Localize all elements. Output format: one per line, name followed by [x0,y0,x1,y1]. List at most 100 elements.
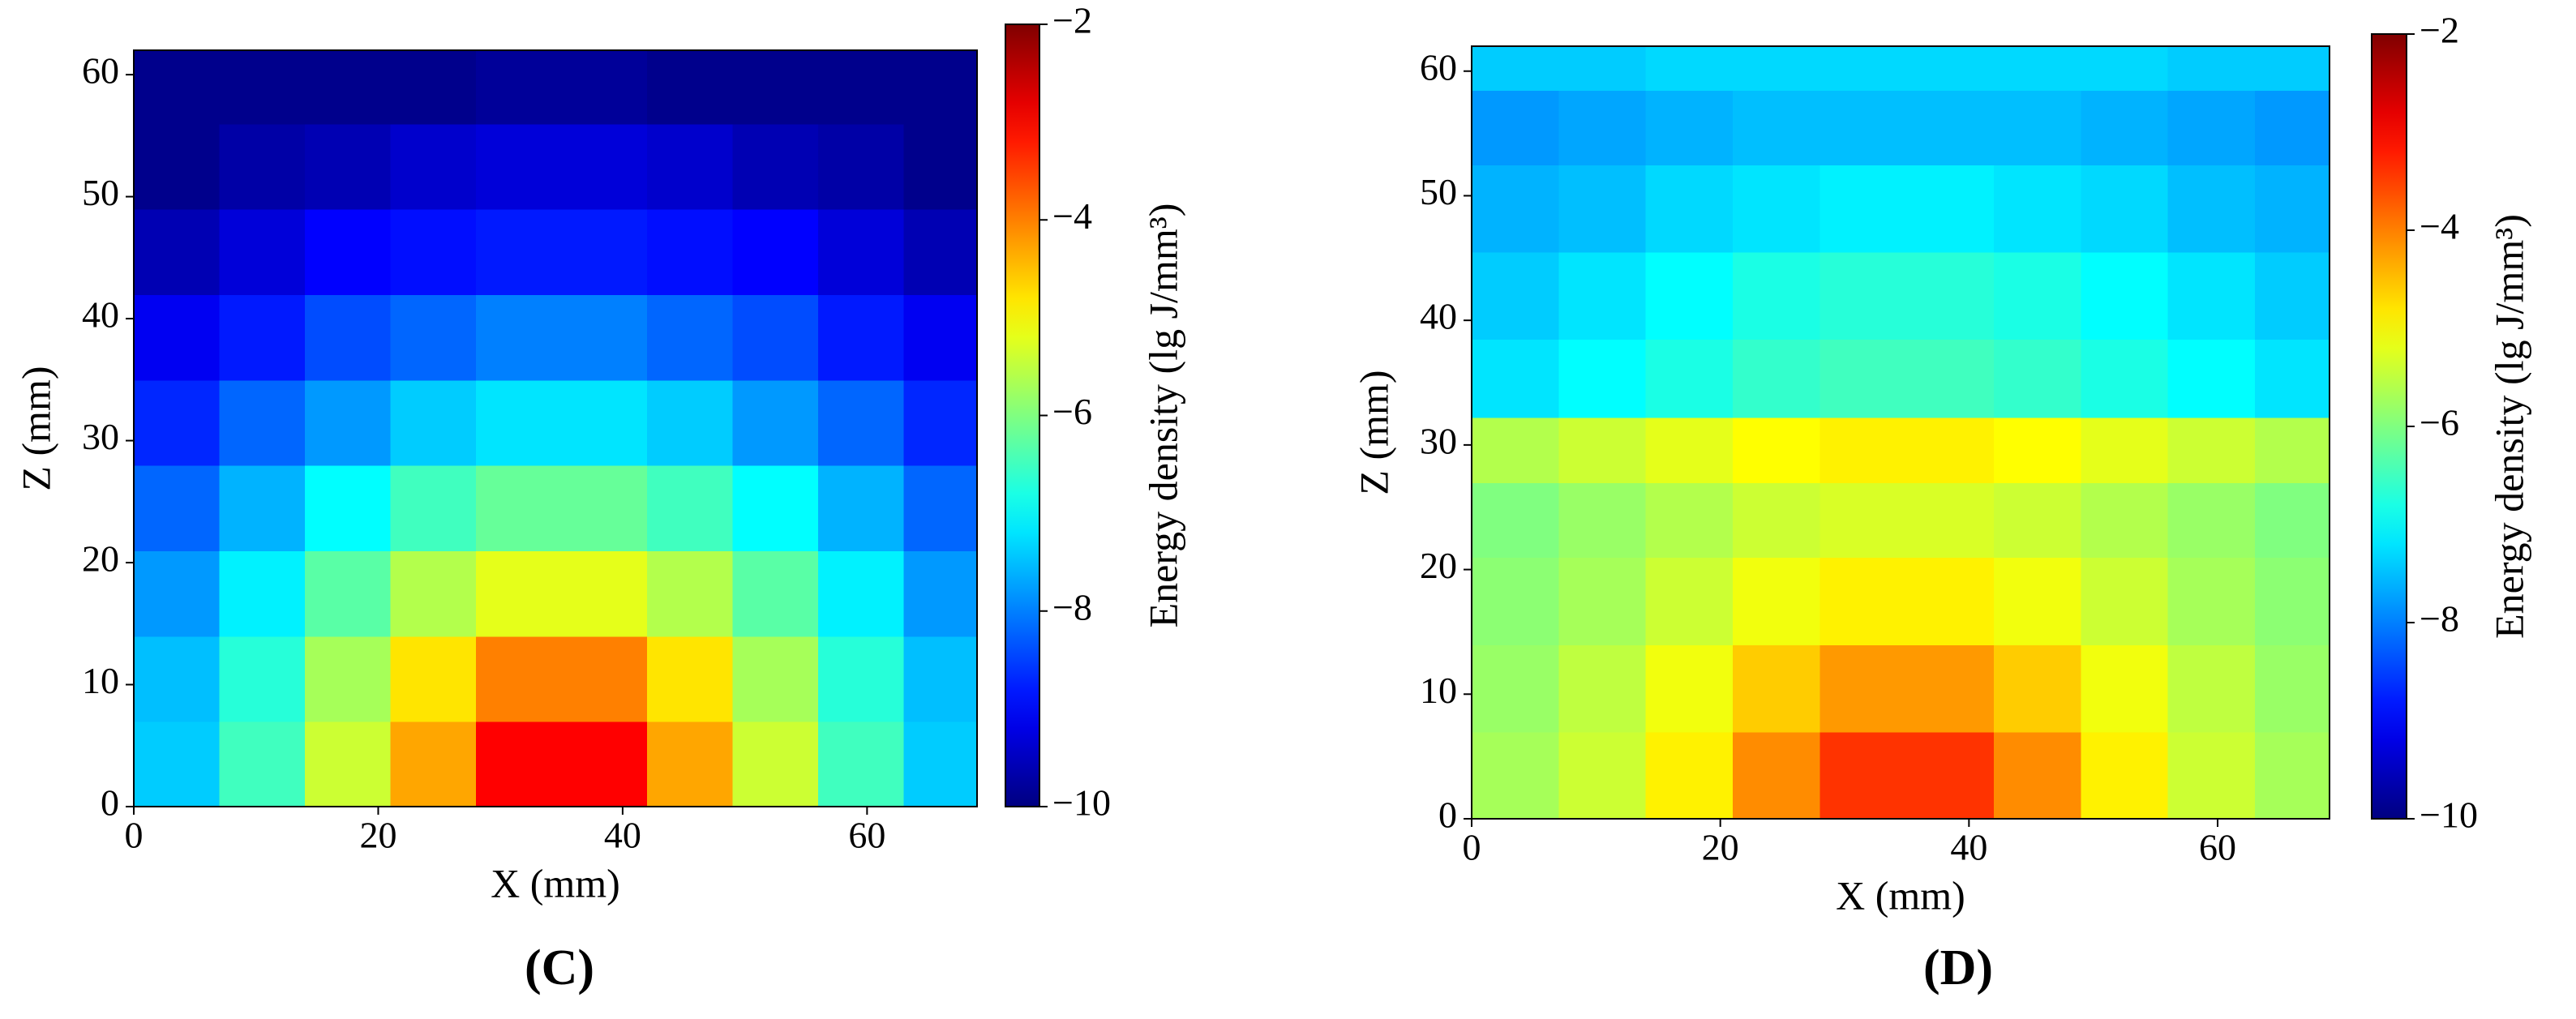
heatmap-cell [647,465,734,551]
heatmap-cell [1733,731,1821,820]
heatmap-cell [2081,482,2169,559]
heatmap-cell [1994,46,2082,91]
heatmap-cell [1906,644,1995,733]
heatmap-cell [1645,731,1734,820]
heatmap-cell [732,208,820,295]
heatmap-cell [134,550,221,637]
heatmap-cell [647,123,734,210]
y-axis-label: Z (mm) [13,366,58,490]
panel-label: (D) [1923,940,1993,995]
heatmap-cell [1906,89,1995,166]
heatmap-cell [1906,165,1995,253]
heatmap-cell [818,465,905,551]
heatmap-cell [1994,731,2082,820]
heatmap-cell [390,465,478,551]
heatmap-cell [134,208,221,295]
heatmap-cell [903,293,978,381]
heatmap-cell [476,50,563,125]
heatmap-cell [2255,644,2330,733]
heatmap-cell [390,123,478,210]
heatmap-cell [1819,339,1908,418]
heatmap-cell [903,465,978,551]
heatmap-cell [732,465,820,551]
heatmap-cell [561,208,649,295]
heatmap-cell [1906,482,1995,559]
heatmap-cell [732,721,820,807]
plot-frame [133,49,978,807]
y-tick-label: 10 [82,660,119,701]
heatmap-cell [134,465,221,551]
heatmap-cell [2167,731,2256,820]
heatmap-cell [561,293,649,381]
y-tick-label: 30 [82,416,119,457]
heatmap-cell [647,208,734,295]
heatmap-cell [818,636,905,722]
heatmap-cell [305,208,392,295]
heatmap-cell [561,379,649,466]
heatmap-cell [1906,46,1995,91]
heatmap-cell [1645,417,1734,483]
heatmap-cell [1558,417,1647,483]
heatmap-cell [2081,557,2169,645]
heatmap-cell [1558,165,1647,253]
heatmap-cell [2167,89,2256,166]
heatmap-cell [1819,557,1908,645]
heatmap-cell [476,293,563,381]
y-axis-label: Z (mm) [1351,370,1396,495]
heatmap-cell [2081,165,2169,253]
heatmap-cell [647,379,734,466]
heatmap-cell [219,123,306,210]
heatmap-cell [1645,339,1734,418]
heatmap-cell [219,465,306,551]
heatmap-cell [1819,165,1908,253]
heatmap-cell [1994,644,2082,733]
heatmap-cell [1645,482,1734,559]
heatmap-cell [561,721,649,807]
heatmap-cell [305,465,392,551]
heatmap-cell [1472,46,1560,91]
plot-frame [1471,45,2330,820]
heatmap-cell [2081,339,2169,418]
x-tick-label: 40 [604,815,641,856]
heatmap-cell [2167,165,2256,253]
heatmap-cell [2167,482,2256,559]
heatmap-cell [1558,482,1647,559]
colorbar-label: Energy density (lg J/mm³) [2486,214,2531,639]
heatmap-cell [2255,417,2330,483]
heatmap-cell [1819,89,1908,166]
heatmap-cell [1819,644,1908,733]
heatmap-cell [134,50,221,125]
x-axis-label: X (mm) [1836,872,1965,918]
heatmap-cell [1994,251,2082,340]
heatmap-cell [1645,251,1734,340]
colorbar [2371,33,2407,820]
heatmap-cell [2167,251,2256,340]
heatmap-cell [1472,731,1560,820]
heatmap-cell [1733,46,1821,91]
heatmap-cell [2081,417,2169,483]
heatmap-cell [219,379,306,466]
heatmap-cell [2167,417,2256,483]
heatmap-cell [1819,417,1908,483]
heatmap-cell [1994,557,2082,645]
heatmap-cell [1558,644,1647,733]
colorbar-tick-label: −2 [1052,0,1092,41]
heatmap-cell [732,50,820,125]
heatmap-cell [219,50,306,125]
colorbar-label: Energy density (lg J/mm³) [1140,203,1185,628]
y-tick-label: 40 [82,294,119,336]
heatmap-cell [2081,89,2169,166]
colorbar-tick-label: −10 [1052,782,1111,824]
heatmap-cell [476,550,563,637]
heatmap-cell [305,550,392,637]
x-tick-label: 40 [1950,827,1987,868]
heatmap-cell [219,208,306,295]
heatmap-cell [2255,731,2330,820]
heatmap-cell [2167,557,2256,645]
y-tick-label: 60 [1420,46,1457,88]
heatmap-cell [1733,557,1821,645]
heatmap-cell [2081,731,2169,820]
heatmap-cell [134,636,221,722]
heatmap-cell [2255,339,2330,418]
x-tick-label: 60 [848,815,885,856]
